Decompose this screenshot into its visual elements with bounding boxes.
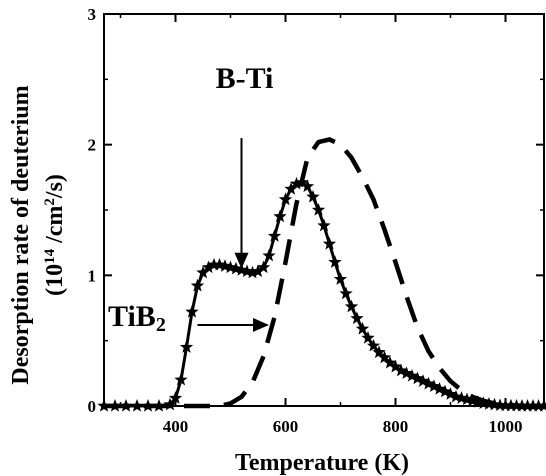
data-point-star <box>207 257 221 271</box>
data-point-star <box>405 368 419 382</box>
data-point-star <box>201 260 216 274</box>
axis-tick-labels: 400 600 800 1000 0 1 2 3 <box>88 5 523 436</box>
data-point-star <box>344 299 359 313</box>
axis-ticks <box>104 13 544 407</box>
data-point-star <box>267 229 282 242</box>
data-point-star <box>300 179 315 193</box>
data-point-star <box>443 387 458 400</box>
data-point-star <box>350 311 364 325</box>
data-point-star <box>163 397 177 411</box>
data-point-star <box>432 382 447 395</box>
annotation-tib2: TiB2 <box>108 300 166 336</box>
y-axis-title-line2: (1014 /cm2/s) <box>42 174 68 296</box>
y-axis-title-part2: /cm <box>42 206 68 249</box>
data-point-star <box>273 209 287 223</box>
data-point-star <box>262 248 276 262</box>
data-point-star <box>317 218 331 232</box>
x-tick-label: 600 <box>273 417 299 436</box>
y-tick-label: 3 <box>88 5 97 24</box>
data-point-star <box>427 379 441 393</box>
data-point-star <box>190 278 205 292</box>
data-point-star <box>174 372 188 386</box>
data-point-star <box>251 264 265 278</box>
x-tick-label: 1000 <box>489 417 523 436</box>
plot-markers <box>97 175 546 412</box>
series-line-2 <box>104 137 544 409</box>
plot-lines <box>104 137 544 409</box>
data-point-star <box>383 355 397 369</box>
annotation-arrowhead-tib2 <box>253 317 269 332</box>
data-point-star <box>311 203 326 216</box>
data-point-star <box>284 182 298 195</box>
y-tick-label: 2 <box>88 136 97 155</box>
annotations: B-Ti TiB2 <box>108 62 273 336</box>
y-tick-label: 0 <box>88 397 97 416</box>
data-point-star <box>245 265 260 279</box>
data-point-star <box>179 340 194 353</box>
data-point-star <box>185 304 199 318</box>
data-point-star <box>438 384 452 398</box>
data-point-star <box>361 331 375 344</box>
y-axis-title: Desorption rate of deuterium (1014 /cm2/… <box>8 85 68 384</box>
data-point-star <box>256 260 271 274</box>
plot-frame <box>103 13 545 407</box>
data-point-star <box>168 391 183 404</box>
annotation-tib2-main: TiB <box>108 300 156 333</box>
x-tick-label: 400 <box>163 417 189 436</box>
data-point-star <box>421 376 436 390</box>
y-axis-title-part1: (10 <box>42 264 68 296</box>
data-point-star <box>328 255 342 268</box>
data-point-star <box>295 175 309 189</box>
data-point-star <box>339 286 353 300</box>
x-axis-title: Temperature (K) <box>235 450 409 476</box>
data-point-star <box>410 371 425 385</box>
data-point-star <box>372 345 386 359</box>
y-axis-title-line1: Desorption rate of deuterium <box>8 85 34 384</box>
data-point-star <box>416 374 430 387</box>
data-point-star <box>196 265 210 279</box>
x-tick-label: 800 <box>383 417 409 436</box>
annotation-tib2-sub: 2 <box>156 314 166 336</box>
data-point-star <box>306 189 320 203</box>
y-axis-title-part3: /s) <box>42 174 68 199</box>
data-point-star <box>278 192 293 206</box>
y-axis-title-sup1: 14 <box>42 248 58 264</box>
annotation-b-ti: B-Ti <box>216 62 274 95</box>
data-point-star <box>377 350 392 364</box>
data-point-star <box>322 236 337 250</box>
y-tick-label: 1 <box>88 266 97 285</box>
data-point-star <box>388 359 403 373</box>
data-point-star <box>394 363 408 377</box>
data-point-star <box>355 321 370 335</box>
data-point-star <box>399 366 414 379</box>
y-axis-title-sup2: 2 <box>42 198 58 206</box>
annotation-arrowhead-b-ti <box>234 252 249 269</box>
data-point-star <box>366 338 381 352</box>
data-point-star <box>333 272 348 285</box>
series-line-1 <box>104 181 544 408</box>
data-point-star <box>289 176 304 190</box>
data-point-star <box>493 398 507 412</box>
